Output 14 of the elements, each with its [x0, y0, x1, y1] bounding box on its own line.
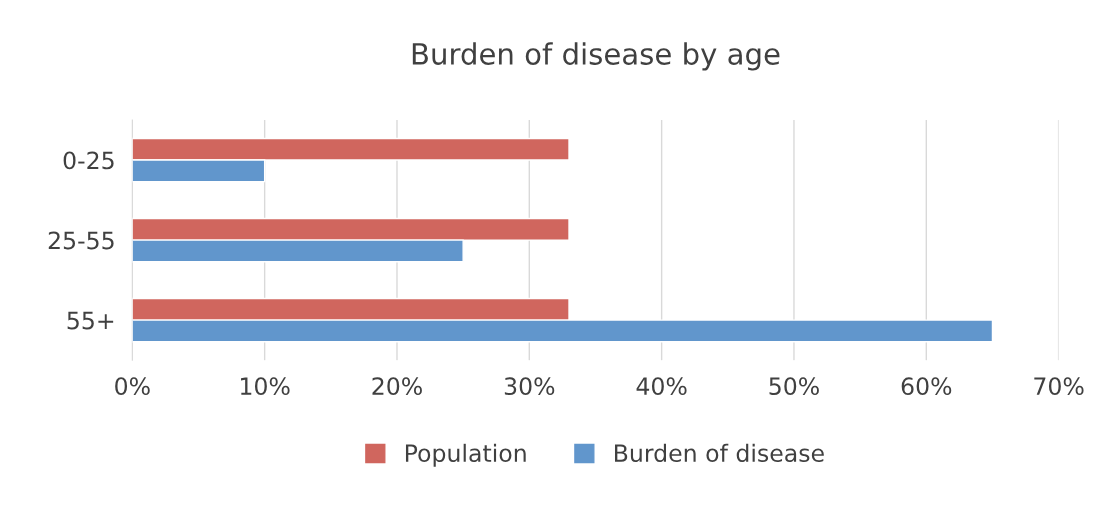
- x-tick-label: 10%: [241, 377, 290, 396]
- legend-label: Burden of disease: [615, 443, 824, 463]
- x-tick-label: 0%: [115, 377, 150, 396]
- x-tick-label: 30%: [504, 377, 555, 396]
- x-tick-label: 20%: [372, 377, 422, 396]
- y-tick-label: 25-55: [48, 231, 114, 250]
- x-tick-label: 60%: [901, 377, 952, 396]
- y-tick-label: 0-25: [63, 151, 114, 170]
- y-tick-label: 55+: [67, 311, 114, 330]
- chart-title: Burden of disease by age: [412, 42, 780, 71]
- x-tick-label: 50%: [769, 377, 819, 396]
- x-tick-label: 70%: [1034, 377, 1084, 396]
- legend-label: Population: [405, 443, 526, 467]
- x-tick-label: 40%: [636, 377, 687, 396]
